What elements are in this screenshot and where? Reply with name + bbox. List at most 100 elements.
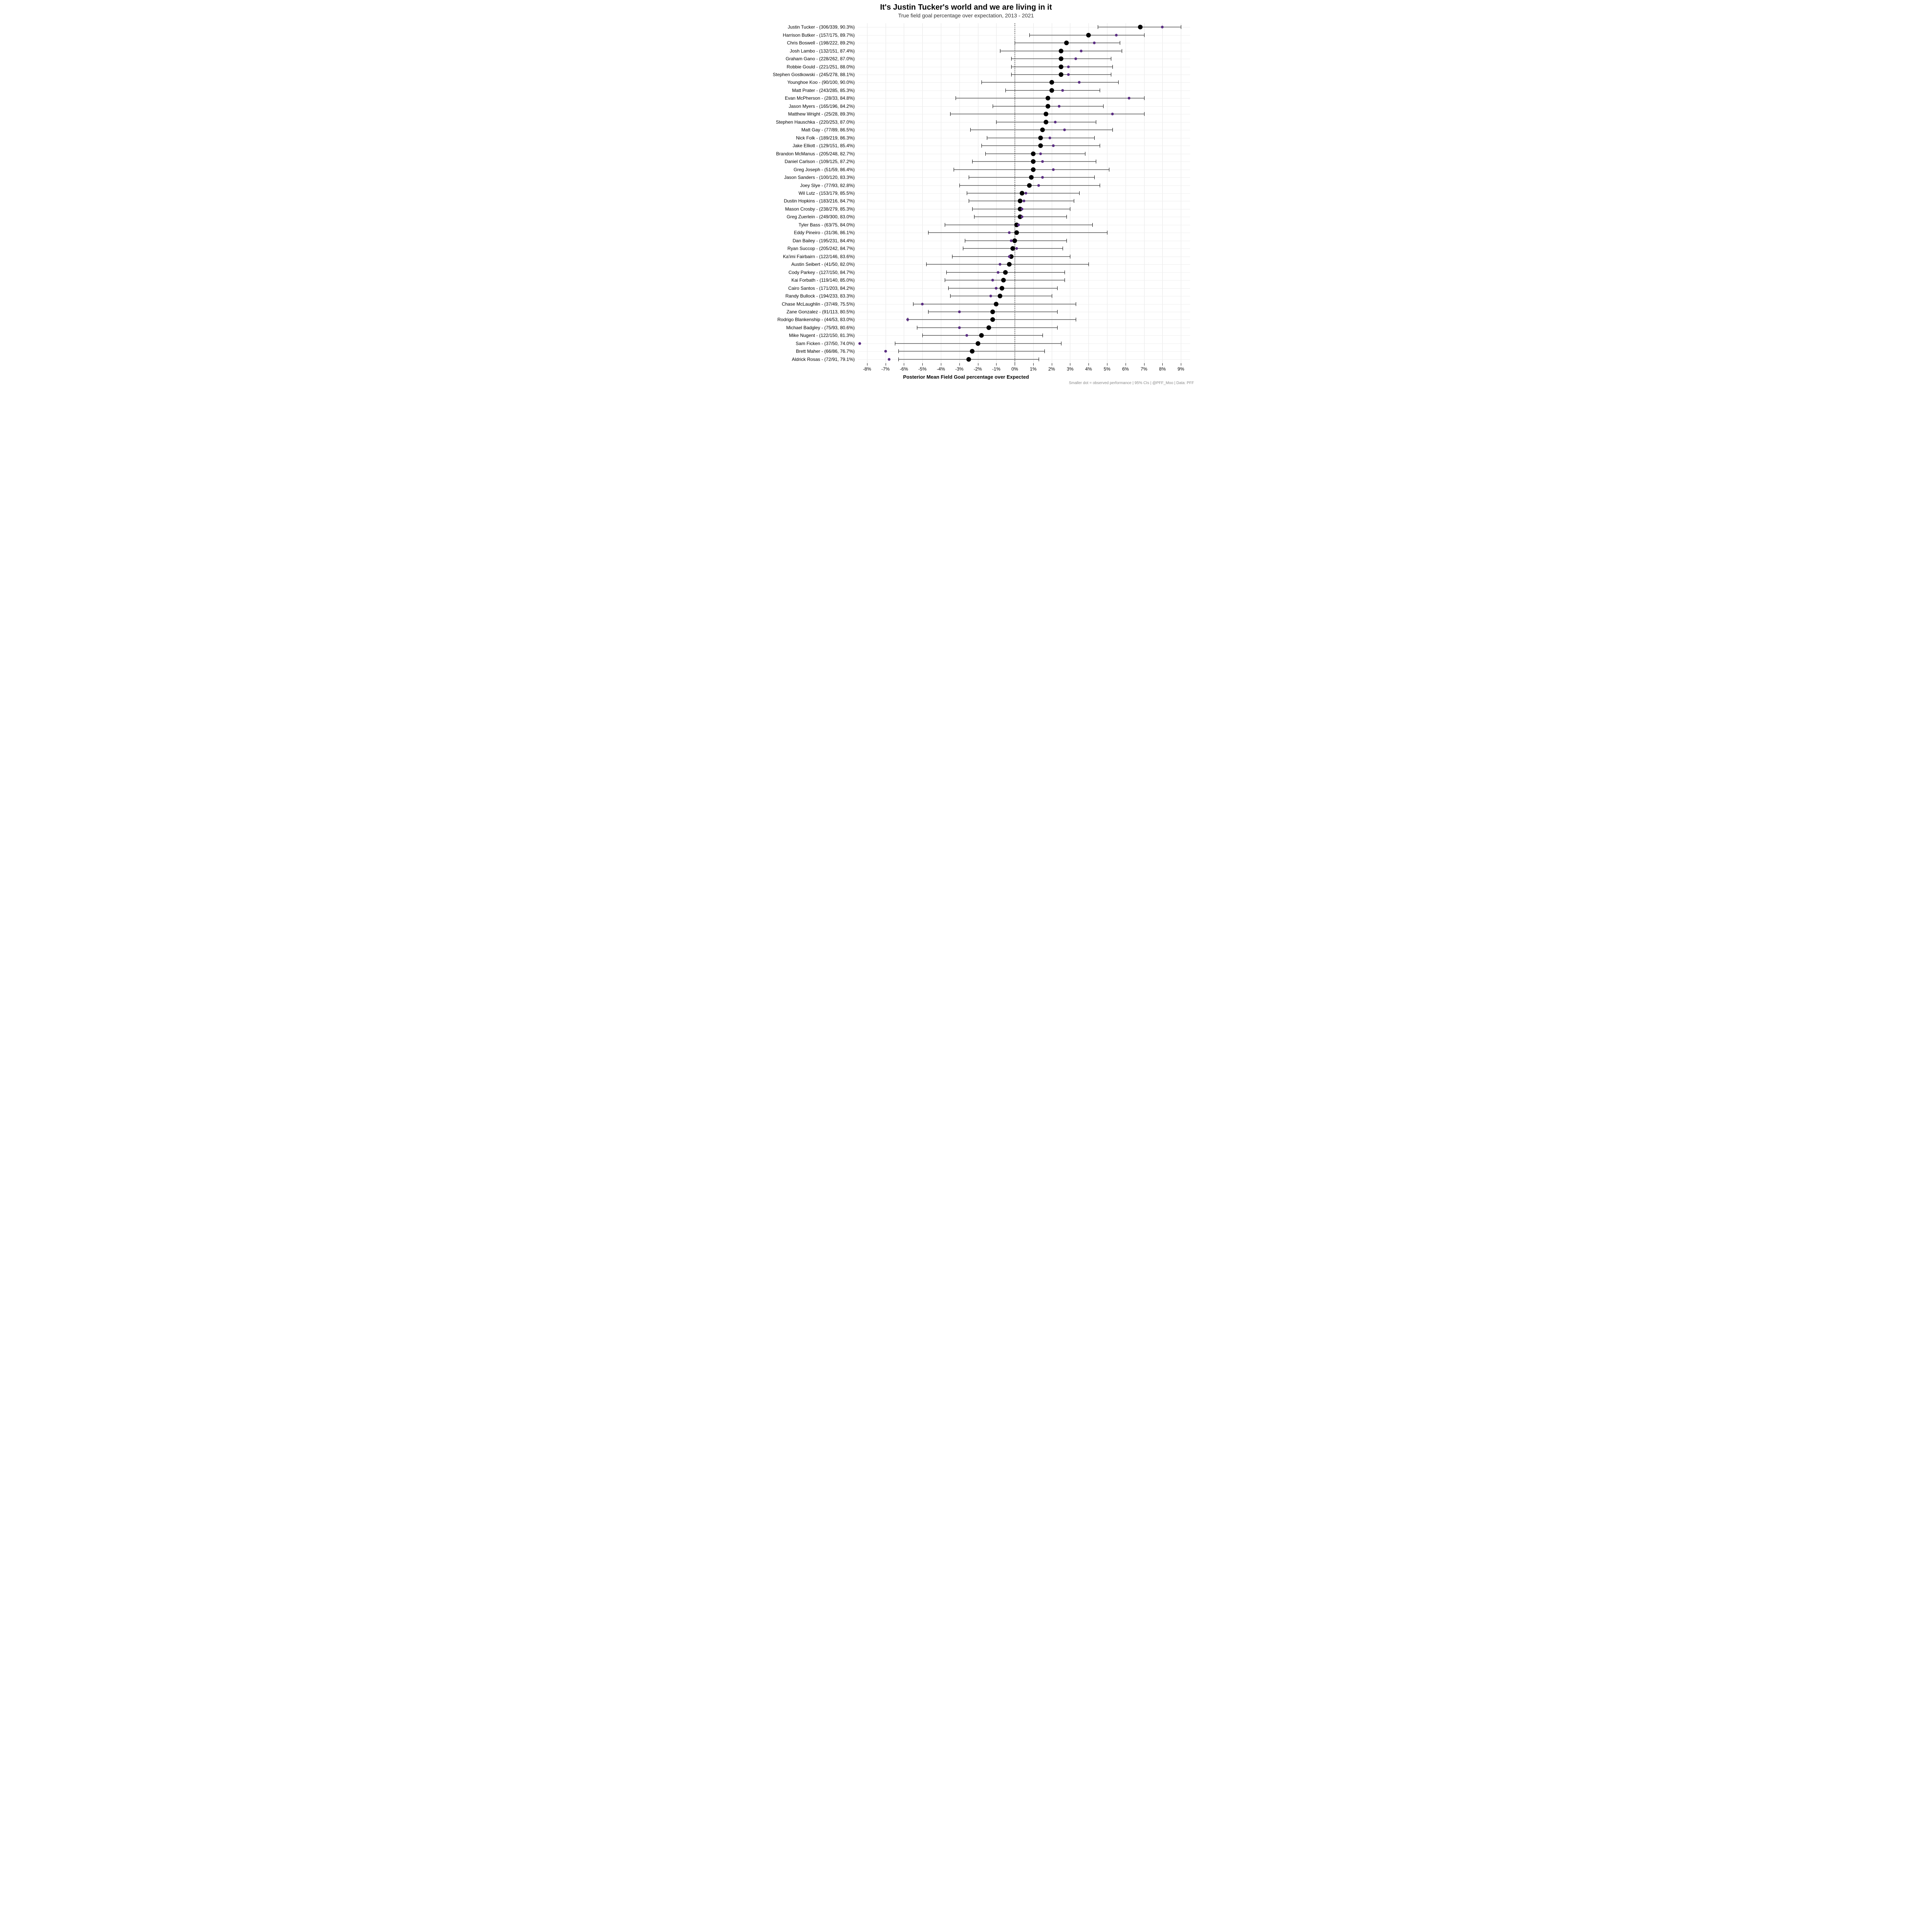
posterior-dot: [990, 310, 995, 314]
ci-cap: [1094, 136, 1095, 140]
observed-dot: [1015, 247, 1018, 250]
kicker-label: Josh Lambo - (132/151, 87.4%): [790, 48, 855, 54]
x-tick-label: 0%: [1011, 366, 1018, 372]
posterior-dot: [1046, 104, 1050, 109]
x-tick-label: 6%: [1122, 366, 1129, 372]
posterior-dot: [1038, 143, 1043, 148]
ci-cap: [1066, 215, 1067, 219]
observed-dot: [1008, 231, 1010, 234]
x-tick: [1088, 363, 1089, 366]
observed-dot: [1111, 113, 1114, 116]
observed-dot: [1041, 176, 1044, 179]
ci-cap: [1057, 326, 1058, 330]
ci-cap: [898, 349, 899, 353]
ci-cap: [1144, 96, 1145, 100]
x-tick-label: -5%: [918, 366, 927, 372]
kicker-label: Mason Crosby - (238/279, 85.3%): [785, 206, 855, 212]
ci-cap: [1144, 112, 1145, 116]
kicker-label: Zane Gonzalez - (91/113, 80.5%): [786, 309, 855, 315]
kicker-label: Chase McLaughlin - (37/49, 75.5%): [782, 301, 855, 307]
observed-dot: [1161, 26, 1164, 29]
kicker-label: Wil Lutz - (153/179, 85.5%): [799, 190, 855, 196]
chart-title: It's Justin Tucker's world and we are li…: [734, 3, 1198, 12]
kicker-label: Sam Ficken - (37/50, 74.0%): [796, 341, 855, 346]
observed-dot: [1024, 192, 1027, 195]
observed-dot: [997, 271, 1000, 274]
posterior-dot: [1018, 199, 1022, 203]
kicker-label: Stephen Gostkowski - (245/278, 88.1%): [773, 72, 855, 77]
posterior-dot: [1040, 128, 1045, 132]
posterior-dot: [979, 333, 984, 338]
posterior-dot: [1031, 151, 1036, 156]
ci-cap: [1044, 349, 1045, 353]
ci-cap: [950, 112, 951, 116]
ci-cap: [1011, 57, 1012, 61]
kicker-label: Jason Sanders - (100/120, 83.3%): [784, 175, 855, 180]
observed-dot: [958, 326, 961, 329]
observed-dot: [1061, 89, 1064, 92]
ci-cap: [926, 262, 927, 266]
ci-cap: [1103, 104, 1104, 108]
observed-dot: [1115, 34, 1117, 36]
kicker-label: Jason Myers - (165/196, 84.2%): [789, 104, 855, 109]
posterior-dot: [990, 317, 995, 322]
x-tick-label: -8%: [863, 366, 871, 372]
posterior-dot: [1001, 278, 1006, 282]
x-tick-label: 7%: [1141, 366, 1147, 372]
kicker-label: Kai Forbath - (119/140, 85.0%): [791, 277, 855, 283]
kicker-label: Randy Bullock - (194/233, 83.3%): [786, 293, 855, 299]
posterior-dot: [1007, 262, 1012, 267]
chart-container: It's Justin Tucker's world and we are li…: [734, 0, 1198, 386]
observed-dot: [1010, 239, 1012, 242]
posterior-dot: [1029, 175, 1034, 180]
observed-dot: [858, 342, 861, 345]
posterior-dot: [1031, 159, 1036, 164]
posterior-dot: [1027, 183, 1032, 188]
kicker-label: Cody Parkey - (127/150, 84.7%): [789, 270, 855, 275]
kicker-label: Austin Seibert - (41/50, 82.0%): [791, 262, 855, 267]
posterior-dot: [994, 302, 998, 306]
kicker-label: Daniel Carlson - (109/125, 87.2%): [785, 159, 855, 164]
posterior-dot: [976, 341, 980, 346]
ci-cap: [1079, 191, 1080, 195]
observed-dot: [1052, 168, 1055, 171]
kicker-label: Robbie Gould - (221/251, 88.0%): [787, 64, 855, 70]
kicker-label: Rodrigo Blankenship - (44/53, 83.0%): [777, 317, 855, 322]
observed-dot: [1021, 216, 1024, 218]
kicker-label: Younghoe Koo - (90/100, 90.0%): [787, 80, 855, 85]
kicker-label: Brett Maher - (66/86, 76.7%): [796, 349, 855, 354]
ci-cap: [1011, 65, 1012, 69]
ci-cap: [950, 294, 951, 298]
observed-dot: [1080, 49, 1083, 52]
observed-dot: [990, 295, 992, 298]
posterior-dot: [970, 349, 975, 354]
posterior-dot: [1031, 167, 1036, 172]
observed-dot: [1078, 81, 1081, 84]
observed-dot: [1039, 152, 1042, 155]
kicker-label: Dustin Hopkins - (183/216, 84.7%): [784, 198, 855, 204]
posterior-dot: [1064, 41, 1069, 45]
posterior-dot: [986, 325, 991, 330]
observed-dot: [1023, 200, 1026, 202]
observed-dot: [995, 287, 998, 289]
posterior-dot: [1049, 80, 1054, 85]
kicker-label: Ryan Succop - (205/242, 84.7%): [787, 246, 855, 251]
ci-cap: [1005, 88, 1006, 92]
observed-dot: [1128, 97, 1131, 100]
ci-cap: [1057, 286, 1058, 290]
ci-cap: [948, 286, 949, 290]
observed-dot: [1052, 145, 1055, 147]
ci-cap: [1066, 239, 1067, 243]
x-tick: [1162, 363, 1163, 366]
kicker-label: Matthew Wright - (25/28, 89.3%): [788, 111, 855, 117]
x-tick-label: 9%: [1177, 366, 1184, 372]
ci-cap: [1011, 73, 1012, 77]
posterior-dot: [998, 294, 1002, 298]
ci-cap: [972, 207, 973, 211]
ci-cap: [1029, 33, 1030, 37]
x-tick-label: 2%: [1048, 366, 1055, 372]
kicker-label: Joey Slye - (77/93, 82.8%): [800, 183, 855, 188]
chart-caption: Smaller dot = observed performance | 95%…: [1069, 381, 1194, 385]
ci-cap: [996, 120, 997, 124]
ci-cap: [985, 152, 986, 156]
